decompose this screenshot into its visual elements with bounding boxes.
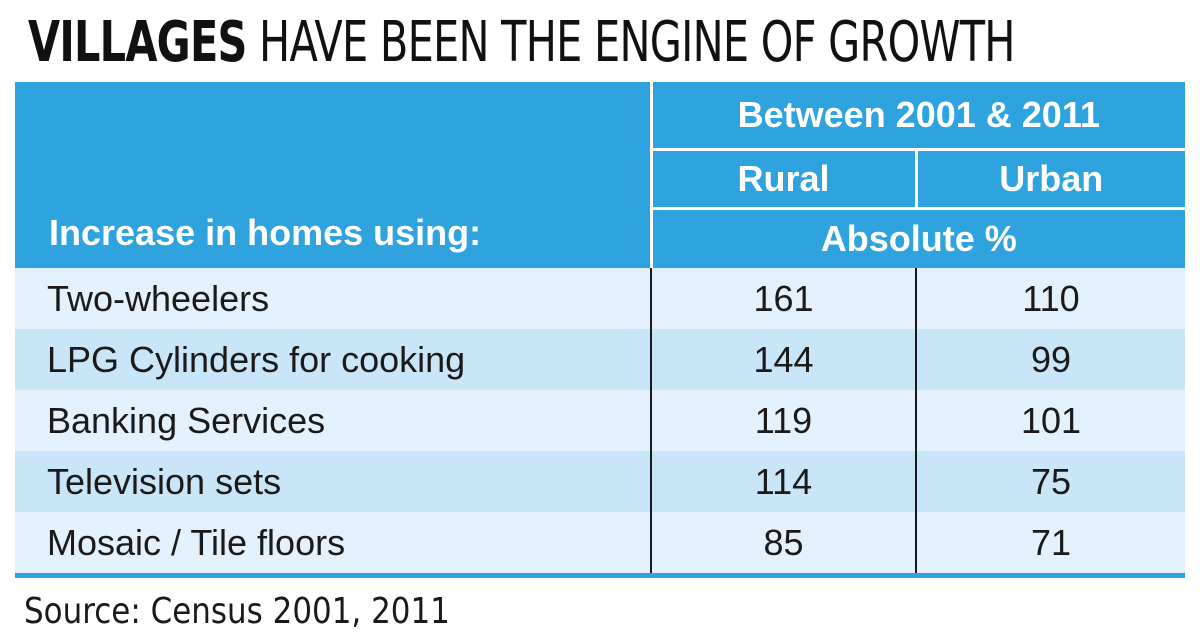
source-note: Source: Census 2001, 2011: [24, 591, 450, 632]
row-label: Mosaic / Tile floors: [15, 512, 652, 573]
rural-value: 119: [651, 390, 917, 451]
table-row: Television sets 114 75: [15, 451, 1186, 512]
chart-title: VILLAGES HAVE BEEN THE ENGINE OF GROWTH: [28, 12, 1015, 74]
row-label: LPG Cylinders for cooking: [15, 329, 652, 390]
chart-title-rest: HAVE BEEN THE ENGINE OF GROWTH: [246, 10, 1015, 75]
table-row: Two-wheelers 161 110: [15, 268, 1186, 329]
period-header: Between 2001 & 2011: [651, 82, 1186, 151]
unit-header: Absolute %: [651, 208, 1186, 268]
rural-value: 85: [651, 512, 917, 573]
urban-value: 101: [916, 390, 1186, 451]
row-label: Two-wheelers: [15, 268, 652, 329]
urban-value: 71: [916, 512, 1186, 573]
data-table: Increase in homes using: Between 2001 & …: [15, 82, 1186, 573]
table-row: Mosaic / Tile floors 85 71: [15, 512, 1186, 573]
urban-value: 99: [916, 329, 1186, 390]
data-table-container: Increase in homes using: Between 2001 & …: [15, 82, 1186, 577]
table-row: Banking Services 119 101: [15, 390, 1186, 451]
row-label: Television sets: [15, 451, 652, 512]
chart-title-strong: VILLAGES: [28, 10, 247, 75]
rural-value: 161: [651, 268, 917, 329]
column-header-rural: Rural: [651, 149, 918, 210]
rural-value: 114: [651, 451, 917, 512]
urban-value: 75: [916, 451, 1186, 512]
row-header-label: Increase in homes using:: [15, 82, 653, 268]
column-header-urban: Urban: [916, 149, 1186, 210]
row-label: Banking Services: [15, 390, 652, 451]
urban-value: 110: [916, 268, 1186, 329]
table-bottom-rule: [15, 573, 1185, 578]
table-body: Two-wheelers 161 110 LPG Cylinders for cook…: [15, 268, 1186, 573]
table-header: Increase in homes using: Between 2001 & …: [15, 82, 1186, 268]
rural-value: 144: [651, 329, 917, 390]
table-row: LPG Cylinders for cooking 144 99: [15, 329, 1186, 390]
